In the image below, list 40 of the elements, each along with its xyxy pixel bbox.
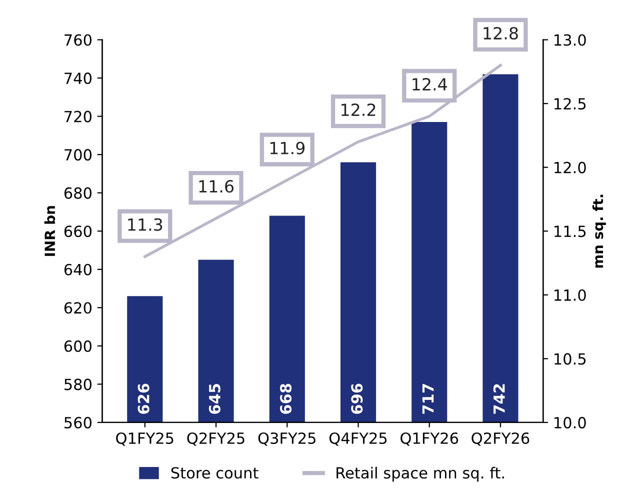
- x-tick-label: Q2FY25: [187, 432, 244, 446]
- y2-tick-label: 13.0: [554, 34, 586, 46]
- y-axis-title: INR bn: [44, 206, 56, 256]
- y2-tick-label: 10.0: [554, 416, 586, 428]
- data-label: 668: [280, 384, 292, 414]
- x-tick-label: Q1FY25: [116, 432, 174, 446]
- y2-tick-label: 11.5: [554, 226, 586, 238]
- y2-tick-label: 11.0: [554, 289, 586, 301]
- data-label: 11.3: [128, 218, 162, 231]
- x-tick-label: Q1FY26: [400, 432, 458, 446]
- y-tick-label: 600: [64, 340, 92, 352]
- y2-tick-label: 12.0: [554, 162, 586, 174]
- data-label: 11.9: [270, 142, 305, 154]
- y2-tick-label: 12.5: [554, 98, 586, 110]
- legend-label: Retail space mn sq. ft.: [336, 466, 504, 482]
- data-label: 12.8: [484, 26, 518, 40]
- y2-tick-label: 10.5: [554, 353, 586, 365]
- x-tick-label: Q4FY25: [329, 432, 387, 446]
- data-label: 717: [422, 384, 434, 414]
- y-tick-label: 740: [64, 72, 92, 84]
- y-tick-label: 680: [64, 187, 92, 199]
- data-label: 12.2: [342, 103, 376, 116]
- y-tick-label: 560: [64, 416, 92, 428]
- data-label: 696: [351, 384, 363, 414]
- data-label: 626: [138, 384, 150, 414]
- y-tick-label: 640: [64, 264, 92, 276]
- data-label: 12.4: [412, 78, 447, 90]
- y-tick-label: 620: [64, 302, 92, 314]
- data-label: 742: [493, 384, 505, 414]
- data-label: 645: [208, 384, 220, 414]
- x-tick-label: Q3FY25: [258, 432, 316, 446]
- x-tick-label: Q2FY26: [472, 432, 530, 446]
- y-tick-label: 720: [64, 110, 92, 122]
- y-tick-label: 760: [64, 34, 92, 46]
- y-tick-label: 580: [64, 378, 92, 390]
- data-label: 11.6: [199, 180, 234, 193]
- y-tick-label: 700: [64, 149, 92, 161]
- legend-label: Store count: [171, 467, 258, 479]
- y-tick-label: 660: [64, 226, 92, 238]
- y2-axis-title: mn sq. ft.: [592, 194, 606, 268]
